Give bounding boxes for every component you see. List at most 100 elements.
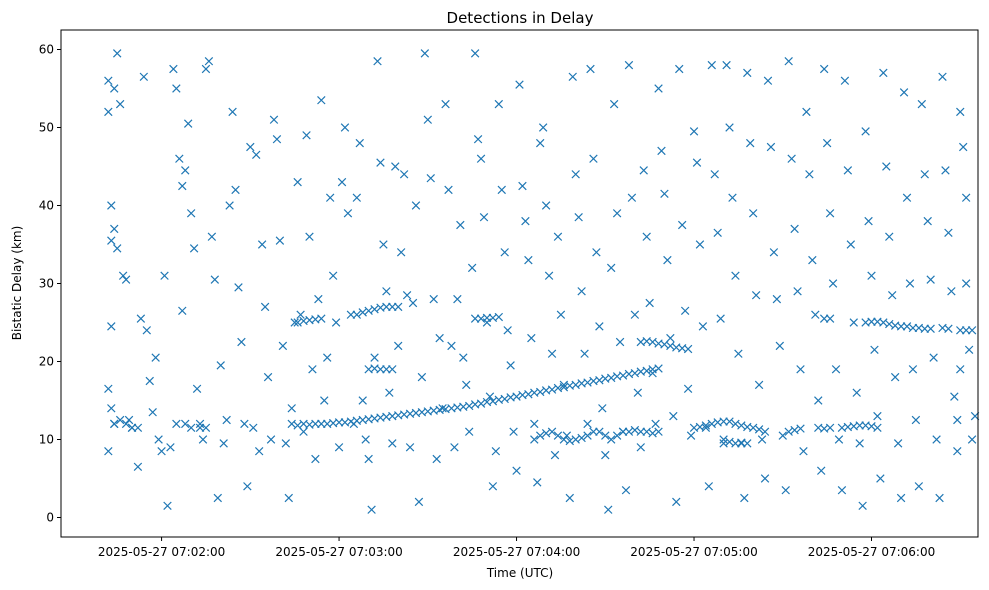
data-point bbox=[151, 353, 160, 362]
data-point bbox=[275, 236, 285, 245]
data-point bbox=[225, 201, 234, 210]
data-point bbox=[953, 446, 962, 456]
data-point bbox=[811, 310, 820, 319]
data-point bbox=[393, 302, 403, 312]
data-point bbox=[621, 485, 631, 495]
data-point bbox=[447, 341, 456, 351]
data-point bbox=[148, 407, 157, 417]
data-point bbox=[825, 423, 835, 433]
data-point bbox=[393, 341, 403, 351]
data-point bbox=[719, 439, 728, 448]
data-point bbox=[790, 224, 799, 234]
data-point bbox=[586, 64, 595, 74]
data-point bbox=[956, 365, 965, 374]
data-point bbox=[118, 271, 128, 280]
data-point bbox=[577, 433, 586, 443]
data-point bbox=[967, 435, 977, 444]
data-point bbox=[902, 193, 912, 202]
data-point bbox=[414, 497, 424, 507]
data-point bbox=[577, 287, 586, 296]
data-point bbox=[595, 322, 604, 331]
data-point bbox=[944, 324, 953, 333]
data-point bbox=[606, 435, 616, 444]
data-point bbox=[819, 314, 829, 323]
data-point bbox=[222, 415, 231, 425]
data-point bbox=[589, 427, 598, 436]
data-point bbox=[104, 107, 113, 117]
data-point bbox=[281, 439, 291, 448]
data-point bbox=[867, 422, 876, 431]
data-point bbox=[902, 322, 912, 331]
data-point bbox=[893, 439, 903, 448]
data-point bbox=[396, 248, 406, 257]
data-point bbox=[115, 99, 125, 109]
data-point bbox=[213, 493, 223, 503]
data-point bbox=[272, 134, 282, 144]
data-point bbox=[740, 493, 749, 503]
data-point bbox=[435, 405, 444, 415]
data-point bbox=[145, 376, 154, 386]
data-point bbox=[172, 84, 181, 93]
data-point bbox=[124, 415, 134, 425]
data-point bbox=[580, 349, 589, 358]
data-point bbox=[305, 420, 314, 429]
data-point bbox=[379, 240, 388, 249]
data-point bbox=[178, 306, 187, 316]
data-point bbox=[473, 134, 483, 144]
data-point bbox=[355, 138, 364, 148]
data-point bbox=[524, 255, 533, 265]
x-tick-label: 2025-05-27 07:04:00 bbox=[453, 545, 580, 559]
data-point bbox=[293, 177, 302, 187]
data-point bbox=[654, 84, 663, 93]
data-point bbox=[352, 310, 362, 319]
data-point bbox=[932, 435, 941, 444]
data-point bbox=[618, 427, 628, 436]
data-point bbox=[346, 310, 356, 319]
data-point bbox=[470, 314, 480, 323]
data-point bbox=[535, 431, 545, 440]
data-point bbox=[923, 216, 932, 226]
y-axis-label: Bistatic Delay (km) bbox=[10, 226, 24, 341]
data-point bbox=[408, 298, 418, 308]
data-point bbox=[698, 322, 708, 331]
data-point bbox=[612, 431, 622, 440]
x-tick-label: 2025-05-27 07:02:00 bbox=[98, 545, 225, 559]
x-tick-label: 2025-05-27 07:05:00 bbox=[630, 545, 757, 559]
data-point bbox=[630, 425, 640, 435]
data-point bbox=[571, 435, 580, 444]
data-point bbox=[556, 310, 566, 319]
data-point bbox=[121, 275, 131, 284]
data-point bbox=[107, 404, 116, 413]
data-point bbox=[382, 287, 391, 296]
data-point bbox=[432, 454, 441, 464]
data-point bbox=[677, 220, 687, 230]
data-point bbox=[695, 240, 705, 249]
data-point bbox=[358, 308, 367, 317]
data-point bbox=[494, 99, 504, 109]
data-point bbox=[648, 429, 657, 438]
data-point bbox=[683, 384, 693, 394]
data-point bbox=[370, 353, 379, 362]
data-point bbox=[494, 395, 504, 404]
data-point bbox=[606, 263, 616, 273]
data-point bbox=[456, 220, 465, 230]
data-point bbox=[781, 485, 790, 495]
data-point bbox=[598, 404, 607, 413]
data-point bbox=[189, 244, 199, 253]
data-point bbox=[494, 312, 504, 322]
data-point bbox=[953, 415, 962, 425]
data-point bbox=[515, 80, 524, 89]
data-point bbox=[183, 119, 193, 128]
data-point bbox=[746, 138, 755, 148]
data-point bbox=[320, 396, 329, 405]
data-point bbox=[615, 337, 625, 347]
data-point bbox=[317, 419, 326, 429]
data-point bbox=[388, 439, 397, 448]
data-point bbox=[689, 127, 699, 136]
data-point bbox=[846, 240, 856, 249]
data-point bbox=[550, 450, 560, 460]
data-point bbox=[657, 146, 666, 156]
data-point bbox=[337, 177, 347, 187]
y-tick-label: 60 bbox=[39, 43, 54, 57]
